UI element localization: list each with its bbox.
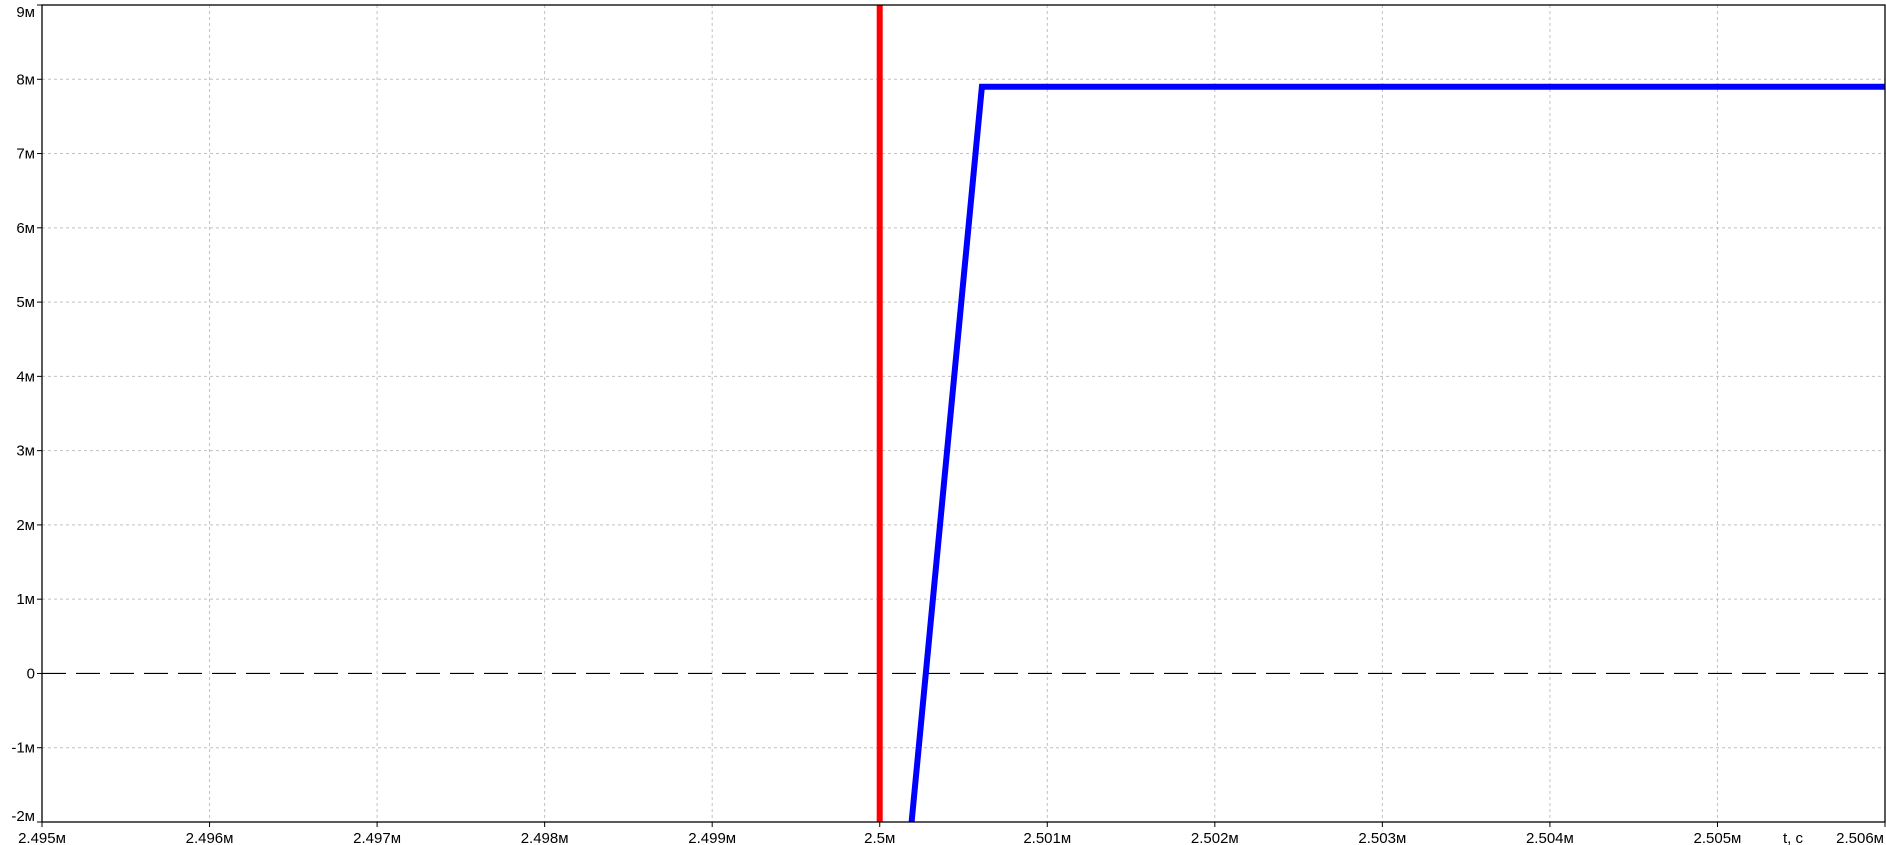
x-tick-label: 2.504м [1526,830,1574,845]
y-tick-labels: 9м 8м 7м 6м 5м 4м 3м 2м 1м 0 -1м -2м [11,4,35,825]
y-tick-label: -2м [11,808,35,825]
x-tick-label: 2.506м [1836,830,1884,845]
x-tick-label: 2.495м [18,830,66,845]
series-line-blue [908,83,1885,823]
x-tick-label: 2.505м [1694,830,1742,845]
x-tick-label: 2.496м [186,830,234,845]
y-tick-label: 0 [27,665,35,682]
grid-lines [42,5,1885,822]
axis-ticks [37,4,1886,827]
y-tick-label: -1м [11,740,35,757]
x-tick-label: 2.498м [521,830,569,845]
y-tick-label: 6м [16,220,35,237]
y-tick-label: 1м [16,591,35,608]
y-tick-label: 3м [16,443,35,460]
y-tick-label: 8м [16,71,35,88]
x-tick-label: 2.501м [1023,830,1071,845]
x-tick-labels: 2.495м 2.496м 2.497м 2.498м 2.499м 2.5м 2.501м… [18,830,1884,845]
plot-frame [41,4,1886,823]
x-tick-label: 2.5м [864,830,895,845]
y-tick-label: 7м [16,146,35,163]
x-tick-label: 2.503м [1358,830,1406,845]
x-tick-label: 2.499м [688,830,736,845]
x-axis-title: t, c [1783,830,1804,845]
y-tick-label: 5м [16,294,35,311]
y-tick-label: 4м [16,368,35,385]
y-tick-label: 9м [16,4,35,21]
x-tick-label: 2.497м [353,830,401,845]
series-lines [876,5,1885,823]
x-tick-label: 2.502м [1191,830,1239,845]
y-tick-label: 2м [16,517,35,534]
